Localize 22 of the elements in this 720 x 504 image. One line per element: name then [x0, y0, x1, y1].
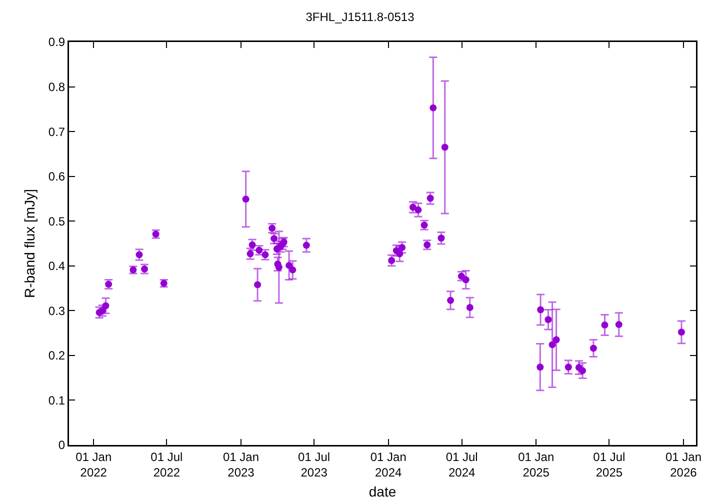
y-tick-label: 0.7 — [48, 124, 66, 139]
x-tick-label: 01 Jul 2023 — [298, 450, 330, 480]
y-tick-label: 0.5 — [48, 214, 66, 228]
x-tick-label: 01 Jul 2024 — [446, 450, 478, 480]
x-tick-label: 01 Jan 2022 — [76, 450, 112, 480]
y-axis-title: R-band flux [mJy] — [21, 189, 38, 298]
x-tick-label: 01 Jan 2023 — [222, 450, 260, 480]
y-tick-label: 0 — [58, 438, 66, 452]
x-tick-label: 01 Jan 2025 — [518, 450, 554, 480]
y-tick-label: 0.3 — [48, 304, 66, 318]
x-tick-label: 01 Jan 2026 — [665, 450, 702, 480]
y-tick-label: 0.6 — [48, 170, 66, 184]
x-axis-title: date — [368, 484, 396, 500]
chart-title: 3FHL_J1511.8-0513 — [306, 10, 415, 24]
x-tick-label: 01 Jul 2022 — [150, 450, 183, 480]
y-tick-label: 0.8 — [48, 80, 66, 94]
x-tick-label: 01 Jan 2024 — [370, 450, 406, 480]
x-tick-label: 01 Jul 2025 — [593, 450, 626, 480]
y-tick-label: 0.9 — [48, 35, 66, 50]
y-tick-label: 0.1 — [48, 393, 66, 408]
y-tick-label: 0.2 — [48, 348, 66, 363]
y-tick-label: 0.4 — [48, 259, 66, 274]
